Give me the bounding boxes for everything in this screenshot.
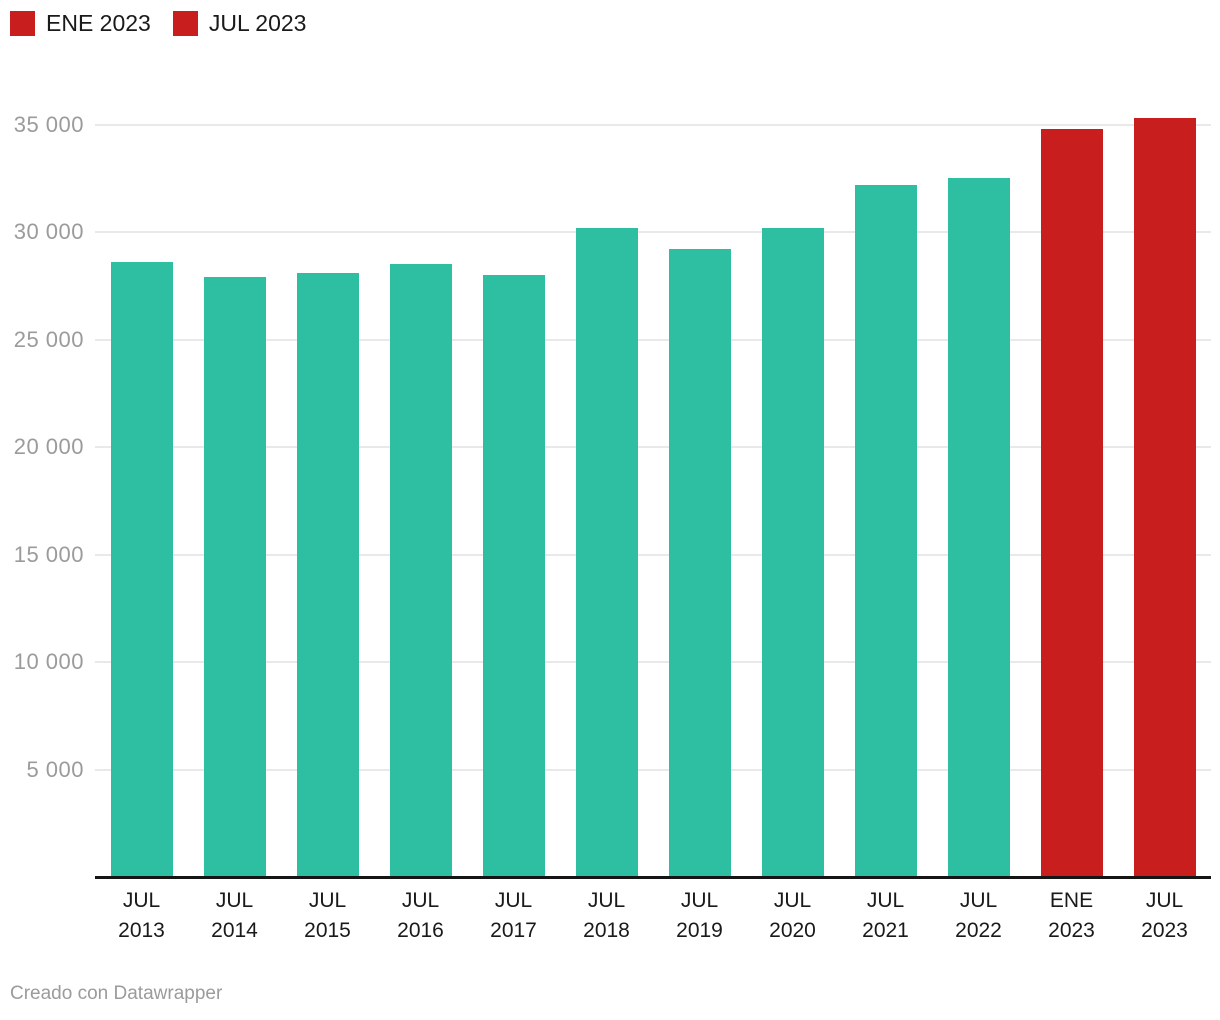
bar-jul-2018 [575,227,638,877]
legend: ENE 2023 JUL 2023 [10,10,306,37]
y-axis-tick-label: 15 000 [13,541,84,567]
legend-label-ene-2023: ENE 2023 [46,10,151,36]
bar-jul-2015 [296,272,359,877]
bar-jul-2023 [1133,118,1196,877]
y-axis-tick-label: 20 000 [13,434,84,459]
bar-slot [560,227,653,877]
credit-link[interactable]: Creado con Datawrapper [10,983,223,1004]
bar-slot [1118,118,1211,877]
gridline-30000 [95,231,1211,233]
x-axis-tick-label: JUL 2016 [397,889,444,942]
bar-jul-2021 [854,184,917,877]
x-axis-tick-label: JUL 2013 [118,889,165,942]
gridline-5000 [95,768,1211,771]
legend-swatch-jul-2023 [172,11,198,36]
bar-slot [467,275,560,877]
bar-jul-2020 [761,227,824,877]
y-axis-tick-label: 30 000 [13,219,84,244]
x-axis-line [95,876,1211,879]
bar-jul-2022 [947,178,1010,877]
bar-slot [839,184,932,877]
y-axis-tick-label: 35 000 [13,111,84,137]
legend-swatch-ene-2023 [10,11,35,36]
bars [95,0,1211,877]
x-axis-tick-label: JUL 2022 [955,889,1002,942]
x-axis-tick-label: JUL 2023 [1141,889,1188,942]
bar-jul-2013 [110,262,173,877]
bar-slot [188,277,281,877]
y-axis-tick-label: 5 000 [26,756,84,782]
bar-slot [932,178,1025,877]
bar-slot [746,227,839,877]
bar-jul-2017 [482,275,545,877]
x-axis-tick-label: JUL 2017 [490,889,537,942]
legend-item-jul-2023: JUL 2023 [172,10,307,37]
bar-slot [653,249,746,877]
bar-jul-2016 [389,264,452,877]
y-axis-tick-label: 25 000 [13,326,84,352]
gridline-35000 [95,123,1211,126]
x-axis-tick-label: JUL 2020 [769,889,816,942]
bar-slot [374,264,467,877]
bar-slot [1025,128,1118,877]
y-axis-tick-label: 10 000 [13,649,84,674]
x-axis-tick-label: JUL 2018 [583,889,630,942]
x-axis-tick-label: JUL 2014 [211,889,258,942]
x-axis-tick-label: ENE 2023 [1048,889,1095,942]
legend-label-jul-2023: JUL 2023 [208,10,307,36]
gridline-25000 [95,338,1211,341]
legend-item-ene-2023: ENE 2023 [10,10,151,37]
bar-slot [281,272,374,877]
gridline-15000 [95,553,1211,556]
bar-jul-2014 [203,277,266,877]
x-axis-tick-label: JUL 2021 [862,889,909,942]
x-axis-labels: JUL 2013 JUL 2014 JUL 2015 JUL 2016 JUL 2017 JUL 20… [95,886,1211,946]
gridline-10000 [95,661,1211,663]
bar-ene-2023 [1040,128,1103,877]
bar-slot [95,262,188,877]
gridline-20000 [95,446,1211,448]
bar-jul-2019 [668,249,731,877]
x-axis-tick-label: JUL 2015 [304,889,351,942]
x-axis-tick-label: JUL 2019 [676,889,723,942]
